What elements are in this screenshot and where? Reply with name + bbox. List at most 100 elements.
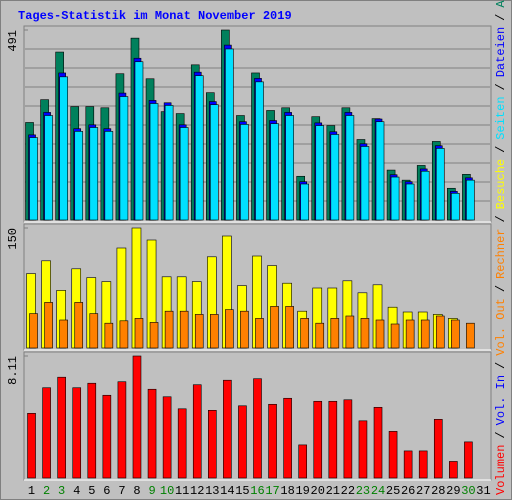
bar [29,313,38,349]
x-tick-label: 19 [295,484,309,498]
x-tick-label: 5 [88,484,95,498]
bar [179,310,189,349]
x-tick-label: 27 [416,484,430,498]
bar [298,444,307,479]
bar [74,131,84,221]
legend-entry: Vol. Out [494,298,508,356]
x-tick-label: 11 [175,484,189,498]
legend-entry: Besuche [494,159,508,209]
x-tick-label: 15 [235,484,249,498]
bar [390,176,400,221]
bar [59,76,68,221]
bar [360,146,370,221]
y-tick-label: 8.11 [6,356,20,385]
legend-entry: Rechner [494,229,508,279]
x-tick-label: 1 [28,484,35,498]
bar [57,376,66,479]
bar [119,96,129,221]
y-tick-label: 491 [6,30,20,52]
x-tick-label: 25 [386,484,400,498]
bar [464,441,473,479]
bar [328,400,338,479]
x-tick-label: 21 [326,484,340,498]
bar [147,388,157,479]
x-tick-label: 12 [190,484,204,498]
bar [255,318,264,349]
bar [104,131,114,221]
x-tick-label: 8 [133,484,140,498]
bar [74,302,84,349]
bar [345,115,355,221]
bar [405,319,415,349]
x-tick-label: 10 [160,484,174,498]
bar [373,406,383,479]
legend-separator: / [494,362,508,369]
bar [89,127,99,221]
bar [87,382,97,479]
bar [194,314,204,349]
bar [418,450,428,479]
legend-separator: / [494,14,508,21]
bar [270,123,279,221]
bar [345,315,355,349]
x-tick-label: 24 [371,484,385,498]
legend-separator: / [494,431,508,438]
bar [42,387,51,479]
bar [179,127,189,221]
bar [300,318,309,349]
legend-entry: Seiten [494,96,508,139]
x-tick-label: 31 [476,484,490,498]
bar [240,310,249,349]
bar [164,310,174,349]
bar [466,322,475,349]
bar [315,322,325,349]
bar [225,309,234,349]
bar [435,148,445,221]
x-tick-label: 7 [118,484,125,498]
bar [433,419,443,479]
bar [240,124,249,221]
bar [343,399,353,479]
bar [134,318,144,349]
bar [192,384,202,479]
x-tick-label: 17 [265,484,279,498]
x-tick-label: 23 [356,484,370,498]
bar [315,125,325,221]
x-tick-label: 20 [311,484,325,498]
bar [451,319,460,349]
legend-entry: Vol. In [494,375,508,425]
bar [119,320,129,349]
legend-separator: / [494,215,508,222]
x-tick-label: 28 [431,484,445,498]
bar [375,319,385,349]
bar [388,431,398,479]
bar [149,103,159,221]
bar [420,319,430,349]
bar [375,121,385,221]
bar [285,115,294,221]
bar [358,420,368,479]
bar [255,81,264,221]
bar [466,179,475,221]
bar [164,105,174,221]
legend-separator: / [494,83,508,90]
x-tick-label: 6 [103,484,110,498]
bar [300,183,309,221]
legend-entry: Anfragen [494,0,508,8]
x-tick-label: 26 [401,484,415,498]
bar [330,318,340,349]
legend-separator: / [494,285,508,292]
bar [313,400,323,479]
bar [420,170,430,221]
bar [223,379,232,479]
x-tick-label: 2 [43,484,50,498]
x-tick-label: 4 [73,484,80,498]
bar [194,75,204,221]
legend-entry: Dateien [494,27,508,77]
bar [253,378,262,479]
bar [177,408,187,479]
legend-entry: Volumen [494,445,508,495]
x-tick-label: 30 [461,484,475,498]
x-tick-label: 13 [205,484,219,498]
